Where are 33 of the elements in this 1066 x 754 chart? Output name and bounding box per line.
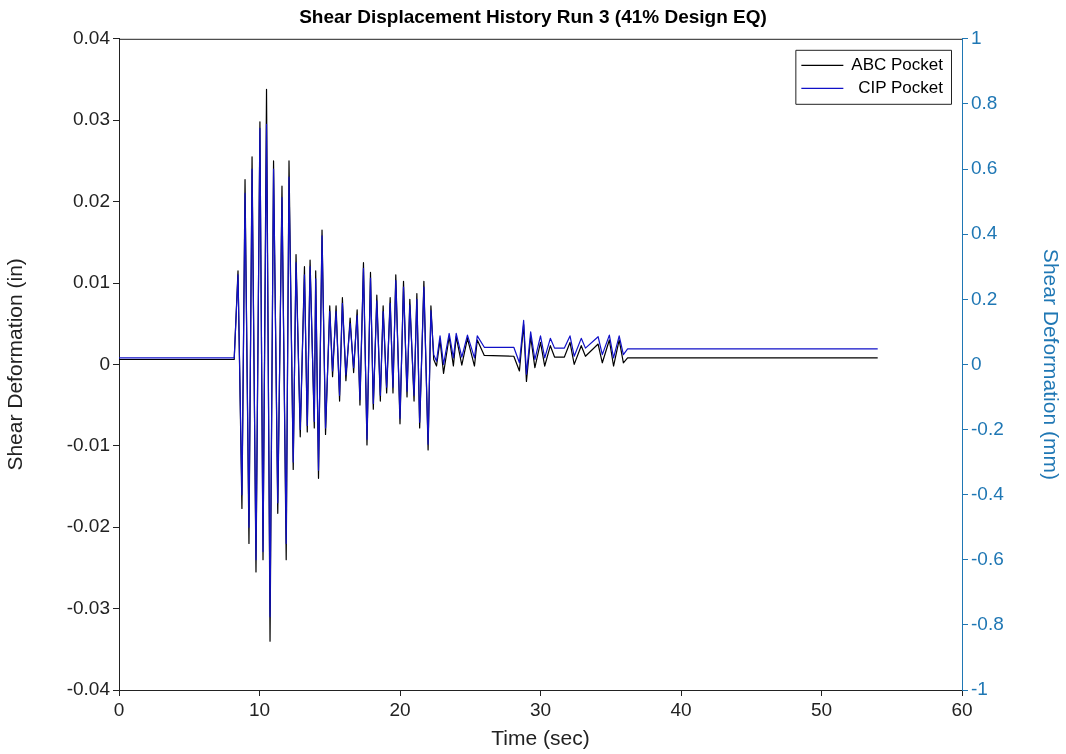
x-tick-label: 10 [248, 698, 271, 720]
legend-label: ABC Pocket [851, 54, 944, 74]
y2-tick-label: 0.6 [971, 157, 998, 179]
x-tick-label: 20 [389, 698, 411, 720]
x-tick-label: 40 [670, 698, 692, 720]
y2-axis-title: Shear Deformation (mm) [1039, 248, 1063, 480]
x-axis-title: Time (sec) [491, 726, 590, 750]
y-tick-label: -0.02 [66, 515, 110, 537]
x-tick-label: 30 [529, 698, 552, 720]
x-tick-label: 60 [951, 698, 973, 720]
y-tick-label: -0.03 [66, 596, 110, 618]
x-tick-label: 0 [113, 698, 125, 720]
chart-title: Shear Displacement History Run 3 (41% Design EQ) [299, 5, 767, 27]
y-tick-label: 0 [99, 352, 110, 374]
y2-tick-label: 1 [971, 27, 982, 49]
y2-tick-label: 0.8 [971, 92, 998, 114]
y-tick-label: 0.04 [73, 27, 111, 49]
y2-tick-label: -0.4 [971, 482, 1005, 504]
y-tick-label: 0.02 [73, 189, 110, 211]
y-tick-label: -0.01 [66, 434, 110, 456]
y2-tick-label: -0.8 [971, 613, 1004, 635]
y2-tick-label: 0.4 [971, 222, 998, 244]
legend-label: CIP Pocket [858, 77, 944, 97]
y-tick-label: -0.04 [66, 678, 111, 700]
x-tick-label: 50 [810, 698, 833, 720]
y-axis-title: Shear Deformation (in) [3, 258, 27, 471]
y2-tick-label: -0.2 [971, 417, 1004, 439]
y2-tick-label: 0.2 [971, 287, 998, 309]
y-tick-label: 0.01 [73, 271, 110, 293]
y2-tick-label: 0 [971, 352, 982, 374]
y2-tick-label: -0.6 [971, 547, 1004, 569]
y2-tick-label: -1 [971, 678, 988, 700]
y-tick-label: 0.03 [73, 108, 110, 130]
